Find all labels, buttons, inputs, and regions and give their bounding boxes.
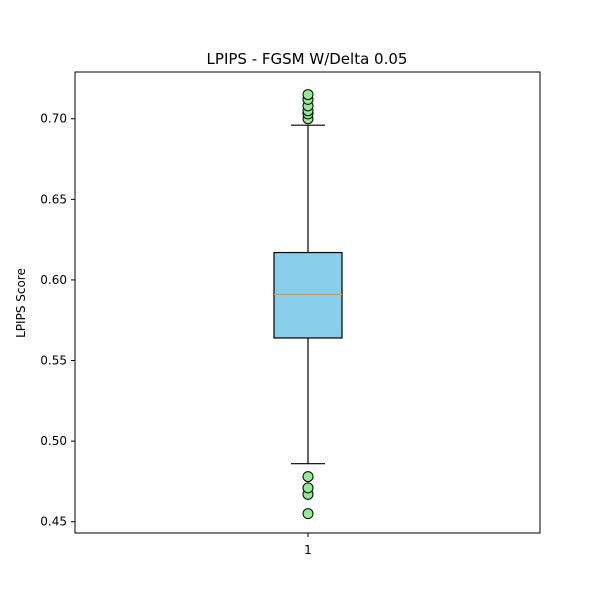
chart-title: LPIPS - FGSM W/Delta 0.05 [207,50,408,68]
outlier-point [302,482,314,494]
plot-frame [74,71,541,534]
y-tick-label: 0.55 [40,354,67,368]
y-axis-label: LPIPS Score [14,268,28,338]
y-tick-label: 0.65 [40,192,67,206]
y-tick-label: 0.70 [40,112,67,126]
x-tick-label: 1 [304,543,312,557]
y-tick-label: 0.50 [40,434,67,448]
plot-area: 0.45 0.50 0.55 0.60 0.65 0.70 1 [40,89,343,557]
outlier-point [302,508,314,520]
outlier-point [302,89,314,101]
outlier-point [302,471,314,483]
y-tick-label: 0.45 [40,515,67,529]
iqr-box [273,251,343,339]
y-tick-label: 0.60 [40,273,67,287]
